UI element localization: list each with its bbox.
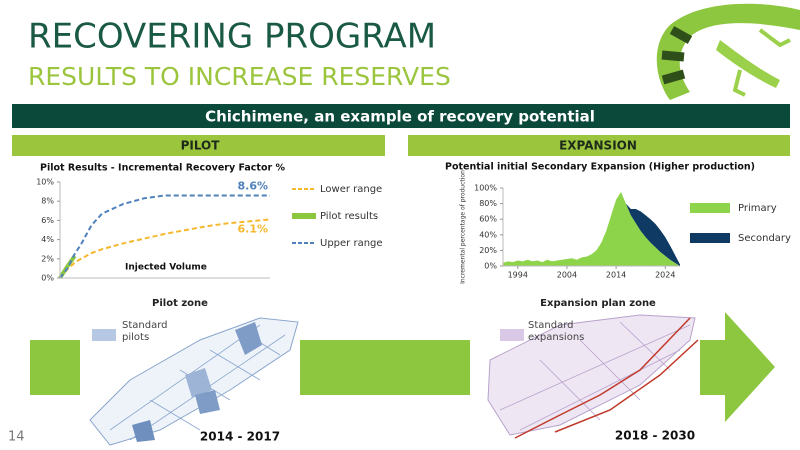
y-tick-label: 8% [41, 197, 54, 206]
slide-title: RECOVERING PROGRAM [28, 17, 436, 57]
arrow-head [725, 312, 775, 422]
value-label: 8.6% [237, 179, 268, 192]
pilot-bar [12, 135, 385, 156]
banner [12, 104, 790, 128]
period: 2018 - 2030 [615, 429, 695, 443]
y-tick-label: 100% [474, 184, 497, 193]
series-area [503, 191, 680, 266]
y-tick-label: 0% [484, 262, 497, 271]
period: 2014 - 2017 [200, 430, 280, 444]
legend-label: Upper range [320, 238, 383, 249]
x-tick-label: 2024 [655, 271, 675, 280]
y-tick-label: 60% [479, 215, 497, 224]
map-legend: Standard pilots [122, 320, 168, 343]
map-legend: Standard expansions [528, 320, 585, 343]
x-tick-label: 2004 [557, 271, 577, 280]
legend-label: Lower range [320, 184, 382, 195]
legend-swatch [690, 233, 730, 243]
legend-swatch [690, 203, 730, 213]
expansion-map [470, 312, 700, 440]
charts: Pilot Results - Incremental Recovery Fac… [36, 162, 791, 284]
pilot-heading: PILOT [181, 139, 221, 153]
expansion-bar [408, 135, 790, 156]
y-tick-label: 20% [479, 246, 497, 255]
x-tick-label: 1994 [508, 271, 528, 280]
banner-text: Chichimene, an example of recovery poten… [205, 108, 595, 126]
series-line [59, 194, 270, 279]
series-area [503, 191, 680, 266]
value-label: 6.1% [237, 222, 268, 235]
legend-label: Secondary [738, 233, 791, 244]
y-tick-label: 10% [36, 178, 54, 187]
y-tick-label: 4% [41, 235, 54, 244]
legend-label: Pilot results [320, 211, 378, 222]
y-tick-label: 80% [479, 199, 497, 208]
lizard [656, 3, 800, 100]
slide-subtitle: RESULTS TO INCREASE RESERVES [28, 62, 451, 91]
x-axis-label: Injected Volume [125, 263, 207, 273]
zone-title: Pilot zone [152, 298, 208, 309]
pilot-map [80, 312, 300, 447]
chart-title: Pilot Results - Incremental Recovery Fac… [40, 163, 285, 174]
x-tick-label: 2014 [606, 271, 626, 280]
y-tick-label: 40% [479, 230, 497, 239]
y-tick-label: 0% [41, 274, 54, 283]
legend-label: Primary [738, 203, 777, 214]
series-line [59, 218, 271, 279]
y-tick-label: 6% [41, 216, 54, 225]
page-number: 14 [8, 430, 25, 445]
y-axis-label: Incremental percentage of production [460, 170, 467, 284]
chart-title: Potential initial Secondary Expansion (H… [445, 162, 755, 173]
y-tick-label: 2% [41, 254, 54, 263]
zone-title: Expansion plan zone [540, 298, 656, 309]
expansion-heading: EXPANSION [559, 139, 637, 153]
